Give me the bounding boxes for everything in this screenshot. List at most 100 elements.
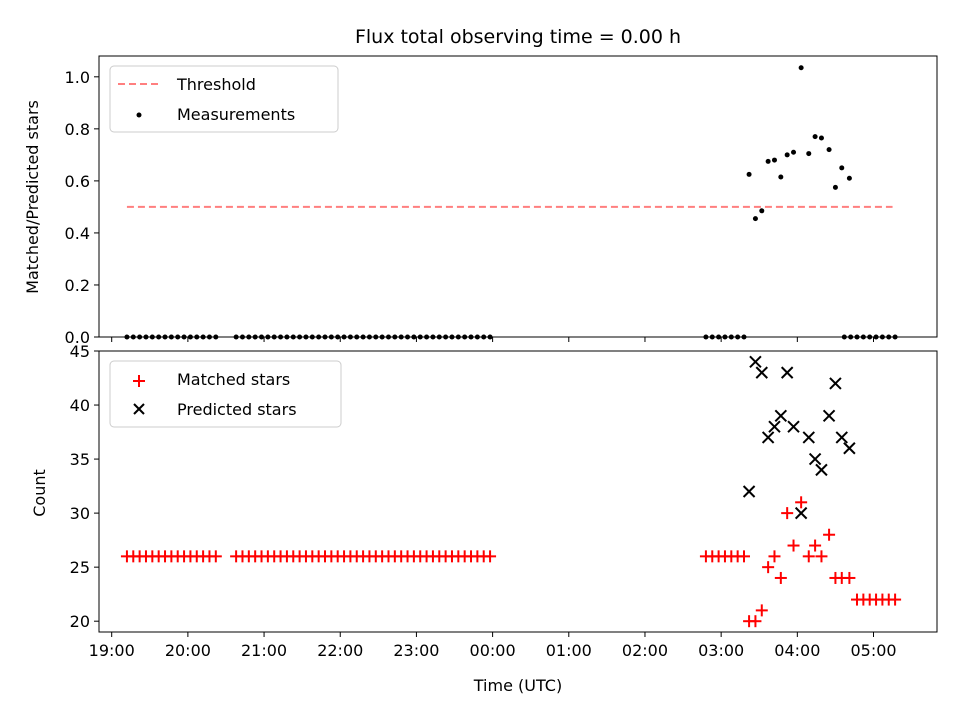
legend-measurements-label: Measurements (177, 105, 295, 124)
measurement-point (252, 334, 258, 340)
measurement-point (137, 334, 143, 340)
measurement-point (892, 334, 898, 340)
predicted-star-point (815, 463, 828, 477)
measurement-point (239, 334, 245, 340)
measurement-point (468, 334, 474, 340)
measurement-point (848, 334, 854, 340)
predicted-star-point (843, 442, 856, 455)
predicted-star-point (742, 485, 756, 498)
measurement-point (162, 334, 168, 340)
measurement-point (462, 334, 468, 340)
measurement-point (879, 334, 885, 340)
x-tick-label: 19:00 (89, 641, 135, 660)
measurement-point (246, 334, 252, 340)
measurement-point (812, 134, 818, 140)
matched-star-point (209, 550, 222, 563)
measurement-point (124, 334, 130, 340)
measurement-point (385, 334, 391, 340)
top-axes: 0.0 0.2 0.4 0.6 0.8 1.0 (65, 55, 938, 347)
bottom-y-tick-label: 25 (70, 558, 90, 577)
bottom-y-tick-label: 20 (70, 612, 90, 631)
measurement-point (752, 216, 758, 222)
legend-matched-label: Matched stars (177, 370, 290, 389)
measurement-point (778, 174, 784, 180)
measurement-point (149, 334, 155, 340)
measurement-point (765, 158, 771, 164)
predicted-star-point (774, 409, 788, 423)
bottom-legend-box (109, 360, 342, 428)
top-axes-frame (98, 55, 938, 338)
measurement-point (328, 334, 334, 340)
predicted-star-point (822, 409, 836, 423)
measurement-point (784, 152, 790, 158)
bottom-y-tick-label: 40 (70, 396, 90, 415)
measurement-point (846, 175, 852, 181)
measurement-point (175, 334, 181, 340)
measurement-point (886, 334, 892, 340)
measurement-point (143, 334, 149, 340)
x-tick-label: 04:00 (774, 641, 820, 660)
measurement-point (722, 334, 728, 340)
matched-star-point (774, 571, 787, 584)
measurement-point (379, 334, 385, 340)
matched-star-point (787, 539, 800, 552)
measurement-point (322, 334, 328, 340)
measurement-point (709, 334, 715, 340)
measurement-point (200, 334, 206, 340)
measurement-point (213, 334, 219, 340)
measurement-point (278, 334, 284, 340)
measurement-point (290, 334, 296, 340)
measurement-point (443, 334, 449, 340)
predicted-star-point (787, 420, 800, 433)
measurement-point (181, 334, 187, 340)
x-tick-label: 21:00 (241, 641, 287, 660)
legend-measurements-swatch (136, 112, 142, 118)
matched-star-point (762, 561, 775, 574)
measurement-point (703, 334, 709, 340)
matched-star-point (484, 550, 497, 563)
measurement-point (309, 334, 315, 340)
measurement-point (759, 208, 765, 214)
bottom-y-tick-label: 30 (70, 504, 90, 523)
measurement-point (354, 334, 360, 340)
measurement-point (474, 334, 480, 340)
measurement-point (392, 334, 398, 340)
measurement-point (487, 334, 493, 340)
measurement-point (481, 334, 487, 340)
predicted-star-point (794, 506, 808, 520)
measurement-point (316, 334, 322, 340)
top-y-tick-label: 0.2 (65, 276, 90, 295)
x-tick-label: 01:00 (546, 641, 592, 660)
predicted-star-point (768, 420, 781, 433)
measurement-point (867, 334, 873, 340)
predicted-star-point (835, 431, 848, 444)
x-tick-label: 00:00 (470, 641, 516, 660)
x-tick-label: 20:00 (165, 641, 211, 660)
measurement-point (411, 334, 417, 340)
measurement-point (873, 334, 879, 340)
bottom-y-tick-label: 35 (70, 450, 90, 469)
bottom-y-tick-label: 45 (70, 342, 90, 361)
measurement-point (194, 334, 200, 340)
predicted-star-point (802, 431, 815, 444)
bottom-axes: 20 25 30 35 40 45 19:00 20:00 21:00 22:00 23:00 00:… (70, 342, 938, 660)
top-y-axis-label: Matched/Predicted stars (23, 100, 42, 294)
matched-star-point (749, 615, 762, 628)
top-y-tick-label: 0.4 (65, 224, 90, 243)
measurement-point (449, 334, 455, 340)
measurement-point (303, 334, 309, 340)
bottom-legend: Matched stars Predicted stars (109, 360, 342, 428)
bottom-y-axis-label: Count (30, 469, 49, 517)
measurement-point (746, 171, 752, 177)
predicted-star-point (761, 431, 775, 444)
measurement-point (436, 334, 442, 340)
predicted-star-point (749, 355, 762, 369)
measurement-point (259, 334, 265, 340)
legend-threshold-label: Threshold (176, 75, 256, 94)
measurement-point (806, 151, 812, 157)
x-axis-label: Time (UTC) (473, 676, 562, 695)
matched-star-point (795, 496, 808, 509)
matched-star-point (815, 550, 828, 563)
measurement-point (854, 334, 860, 340)
